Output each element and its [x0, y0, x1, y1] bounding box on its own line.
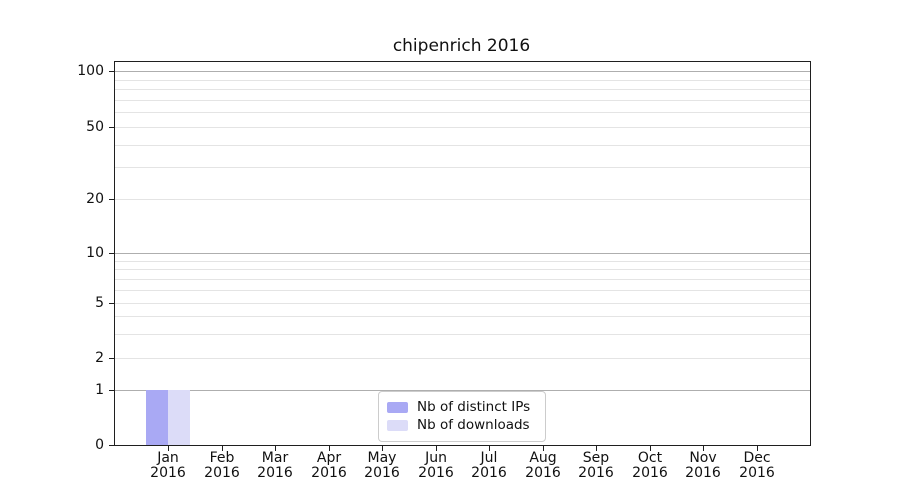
x-tick-mark-aug — [543, 446, 544, 451]
gridline-y-8 — [115, 269, 810, 270]
x-tick-label-sep: Sep 2016 — [578, 450, 614, 481]
gridline-y-100 — [115, 71, 810, 72]
y-tick-mark-2 — [109, 358, 114, 359]
x-tick-mark-dec — [757, 446, 758, 451]
legend-swatch-downloads — [387, 419, 408, 431]
gridline-y-6 — [115, 290, 810, 291]
x-tick-mark-apr — [329, 446, 330, 451]
legend-swatch-distinct-ips — [387, 401, 408, 413]
y-tick-label-1: 1 — [95, 382, 104, 398]
legend-item-downloads: Nb of downloads — [387, 416, 537, 434]
y-tick-label-100: 100 — [77, 63, 104, 79]
x-tick-mark-sep — [596, 446, 597, 451]
y-tick-label-0: 0 — [95, 437, 104, 453]
bar-jan-distinct-ips — [146, 390, 168, 445]
gridline-y-4 — [115, 316, 810, 317]
x-tick-label-dec: Dec 2016 — [739, 450, 775, 481]
x-tick-mark-mar — [275, 446, 276, 451]
y-tick-mark-1 — [109, 390, 114, 391]
y-tick-label-20: 20 — [86, 191, 104, 207]
x-tick-label-feb: Feb 2016 — [204, 450, 240, 481]
gridline-y-20 — [115, 199, 810, 200]
gridline-y-1 — [115, 390, 810, 391]
gridline-y-10 — [115, 253, 810, 254]
x-tick-mark-oct — [650, 446, 651, 451]
bar-jan-downloads — [168, 390, 190, 445]
x-tick-mark-jan — [168, 446, 169, 451]
x-tick-mark-feb — [222, 446, 223, 451]
x-tick-label-jul: Jul 2016 — [471, 450, 507, 481]
x-tick-label-aug: Aug 2016 — [525, 450, 561, 481]
y-tick-mark-100 — [109, 71, 114, 72]
y-tick-label-5: 5 — [95, 295, 104, 311]
y-tick-label-2: 2 — [95, 350, 104, 366]
x-tick-label-mar: Mar 2016 — [257, 450, 293, 481]
gridline-y-90 — [115, 80, 810, 81]
x-tick-label-nov: Nov 2016 — [685, 450, 721, 481]
gridline-y-2 — [115, 358, 810, 359]
y-tick-label-10: 10 — [86, 245, 104, 261]
y-tick-mark-50 — [109, 127, 114, 128]
y-tick-label-50: 50 — [86, 119, 104, 135]
x-tick-label-jun: Jun 2016 — [418, 450, 454, 481]
gridline-y-80 — [115, 89, 810, 90]
plot-area — [114, 61, 811, 446]
y-tick-mark-20 — [109, 199, 114, 200]
gridline-y-50 — [115, 127, 810, 128]
gridline-y-7 — [115, 279, 810, 280]
gridline-y-70 — [115, 100, 810, 101]
gridline-y-40 — [115, 145, 810, 146]
gridline-y-60 — [115, 112, 810, 113]
gridline-y-30 — [115, 167, 810, 168]
legend-item-distinct-ips: Nb of distinct IPs — [387, 398, 537, 416]
x-tick-label-may: May 2016 — [364, 450, 400, 481]
y-tick-mark-0 — [109, 445, 114, 446]
legend: Nb of distinct IPs Nb of downloads — [378, 391, 546, 442]
y-tick-mark-5 — [109, 303, 114, 304]
x-tick-mark-may — [382, 446, 383, 451]
x-tick-mark-jun — [436, 446, 437, 451]
y-tick-mark-10 — [109, 253, 114, 254]
x-tick-mark-nov — [703, 446, 704, 451]
x-tick-label-oct: Oct 2016 — [632, 450, 668, 481]
legend-label-distinct-ips: Nb of distinct IPs — [417, 399, 531, 415]
legend-label-downloads: Nb of downloads — [417, 417, 530, 433]
x-tick-label-apr: Apr 2016 — [311, 450, 347, 481]
x-tick-mark-jul — [489, 446, 490, 451]
gridline-y-9 — [115, 261, 810, 262]
gridline-y-5 — [115, 303, 810, 304]
x-tick-label-jan: Jan 2016 — [150, 450, 186, 481]
gridline-y-3 — [115, 334, 810, 335]
chart-title: chipenrich 2016 — [392, 36, 531, 56]
